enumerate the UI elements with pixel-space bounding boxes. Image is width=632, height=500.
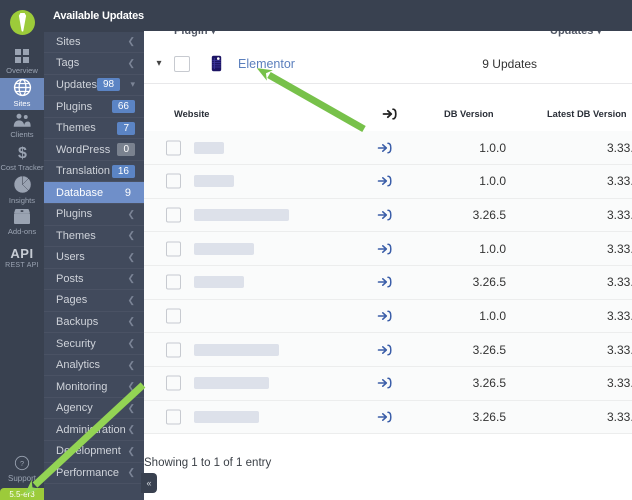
svg-text:?: ? bbox=[20, 459, 24, 468]
svg-text:$: $ bbox=[18, 145, 27, 161]
